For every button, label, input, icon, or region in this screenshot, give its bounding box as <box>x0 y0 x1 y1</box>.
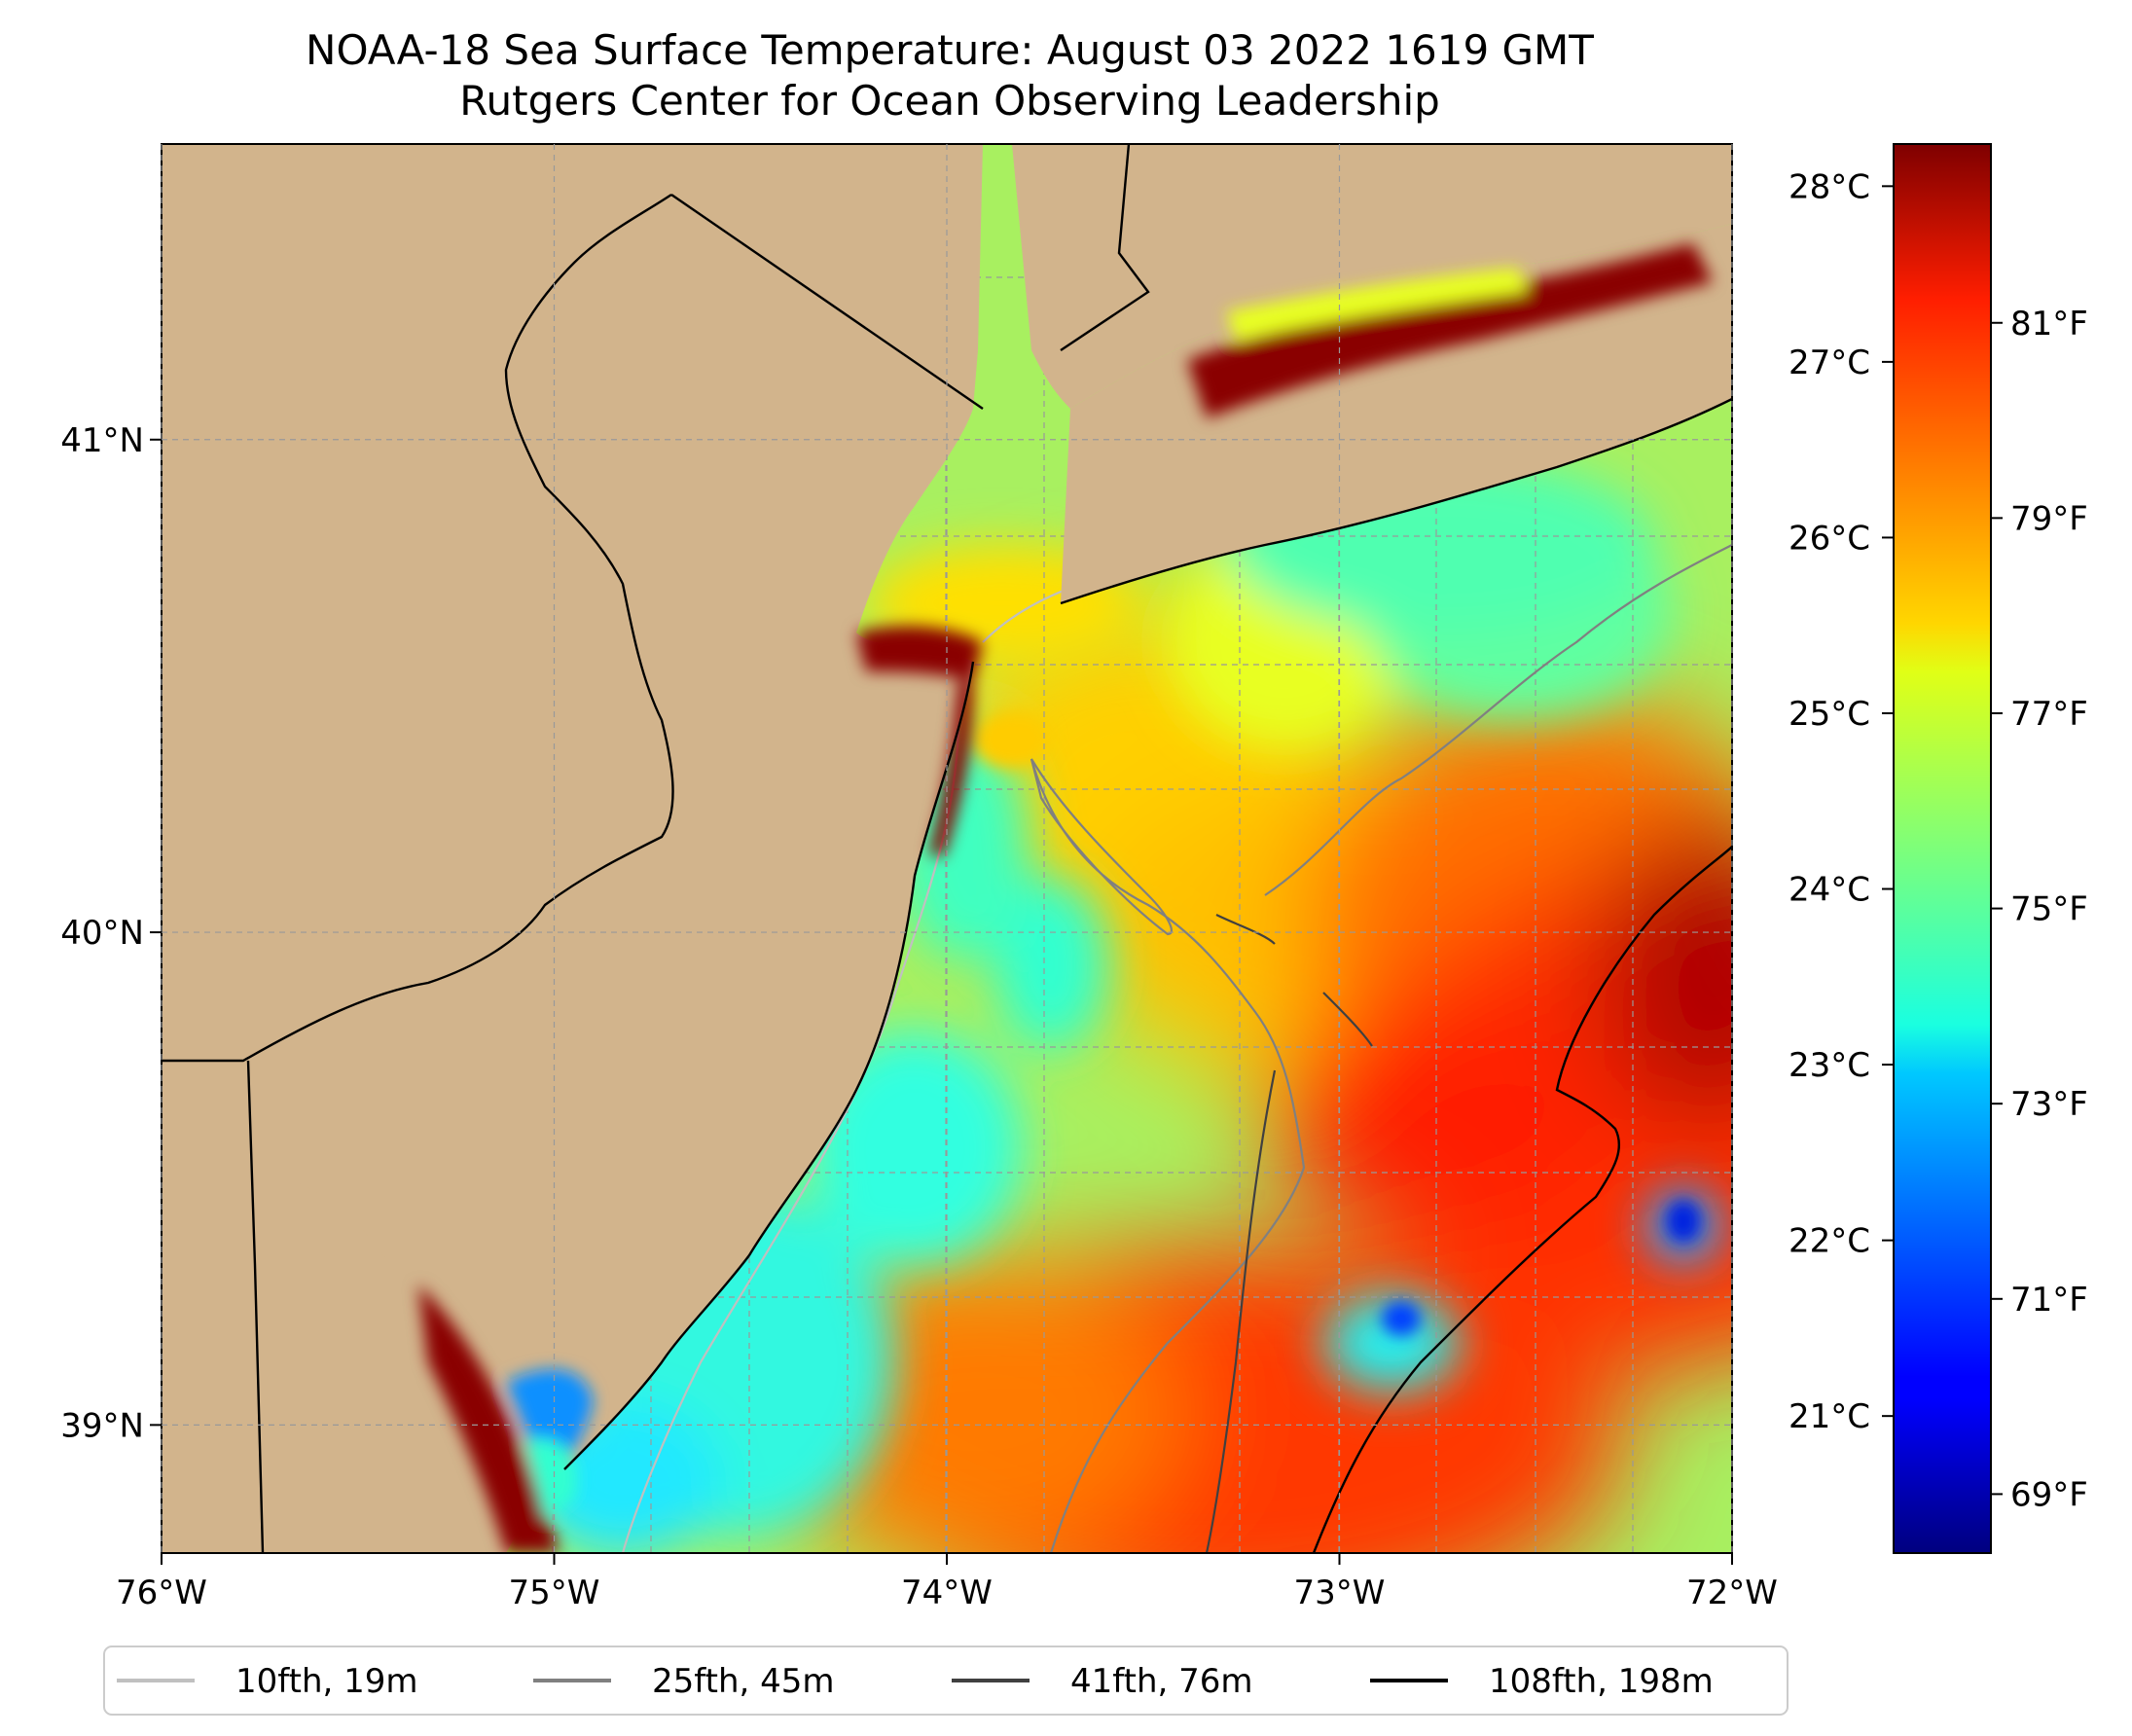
latitude-ticks: 41°N 40°N 39°N <box>60 144 1733 1553</box>
celsius-tick-label: 28°C <box>1789 167 1870 206</box>
legend-label: 41fth, 76m <box>1070 1662 1253 1701</box>
colorbar-celsius-ticks: 28°C 27°C 26°C 25°C 24°C 23°C 22°C 21°C <box>1789 167 1894 1436</box>
border-ny-nj <box>670 194 984 410</box>
coastline-long-island <box>1060 397 1732 605</box>
depth-legend: 10fth, 19m 25fth, 45m 41fth, 76m 108fth, 19… <box>103 1646 1789 1716</box>
longitude-ticks: 76°W 75°W 74°W 73°W 72°W <box>116 1553 1778 1612</box>
map-plot-area <box>162 144 1732 1553</box>
land-delaware-cape <box>162 1168 506 1553</box>
legend-label: 108fth, 198m <box>1489 1662 1714 1701</box>
fahrenheit-tick-label: 73°F <box>2010 1085 2088 1124</box>
fahrenheit-tick-label: 75°F <box>2010 890 2088 929</box>
map-title-line1: NOAA-18 Sea Surface Temperature: August … <box>306 26 1594 74</box>
land-connecticut <box>1012 144 1732 409</box>
coastal-sst-bands <box>418 243 1713 1553</box>
colorbar-fahrenheit-ticks: 81°F 79°F 77°F 75°F 73°F 71°F 69°F <box>1991 305 2088 1514</box>
celsius-tick-label: 21°C <box>1789 1397 1870 1436</box>
border-ny-ct <box>1060 144 1150 351</box>
celsius-tick-label: 25°C <box>1789 695 1870 734</box>
coastline-borders <box>162 144 1732 1553</box>
celsius-tick-label: 26°C <box>1789 519 1870 558</box>
lon-tick-label: 75°W <box>509 1573 600 1612</box>
border-de-md <box>246 1060 265 1553</box>
fahrenheit-tick-label: 71°F <box>2010 1281 2088 1320</box>
fahrenheit-tick-label: 81°F <box>2010 305 2088 344</box>
contour-41fth <box>1205 914 1373 1553</box>
contour-25fth <box>1030 544 1732 1553</box>
sst-field-cool <box>525 457 1722 1553</box>
legend-label: 25fth, 45m <box>652 1662 835 1701</box>
coastline-nj <box>563 661 975 1470</box>
contour-108fth <box>1312 846 1732 1553</box>
fahrenheit-tick-label: 69°F <box>2010 1475 2088 1514</box>
celsius-tick-label: 24°C <box>1789 871 1870 910</box>
land-new-jersey-pennsylvania <box>162 144 983 1553</box>
celsius-tick-label: 22°C <box>1789 1222 1870 1261</box>
lon-tick-label: 76°W <box>116 1573 207 1612</box>
colorbar <box>1893 143 1992 1554</box>
lat-tick-label: 40°N <box>60 914 144 953</box>
border-pa-nj <box>162 194 674 1063</box>
lat-tick-label: 39°N <box>60 1406 144 1445</box>
fahrenheit-tick-label: 79°F <box>2010 499 2088 538</box>
map-title-line2: Rutgers Center for Ocean Observing Leade… <box>459 77 1440 125</box>
contour-25fth-loop <box>1030 758 1173 936</box>
lon-tick-label: 72°W <box>1686 1573 1778 1612</box>
legend-box <box>103 1646 1789 1716</box>
fahrenheit-tick-label: 77°F <box>2010 695 2088 734</box>
legend-label: 10fth, 19m <box>235 1662 418 1701</box>
lon-tick-label: 74°W <box>901 1573 993 1612</box>
lat-tick-label: 41°N <box>60 421 144 460</box>
celsius-tick-label: 27°C <box>1789 344 1870 382</box>
lon-tick-label: 73°W <box>1294 1573 1386 1612</box>
celsius-tick-label: 23°C <box>1789 1046 1870 1085</box>
